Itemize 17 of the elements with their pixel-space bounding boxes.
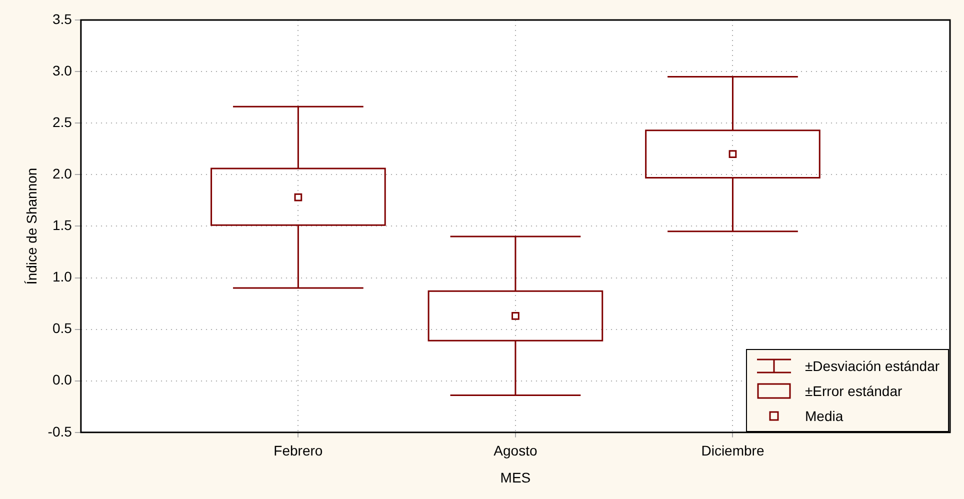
y-tick-label: 3.0 bbox=[52, 62, 72, 78]
y-tick-label: -0.5 bbox=[48, 423, 72, 440]
annotation: Media bbox=[805, 408, 844, 424]
y-tick-label: 1.5 bbox=[52, 217, 72, 234]
y-axis-title: Índice de Shannon bbox=[23, 168, 40, 285]
x-tick-label: Agosto bbox=[494, 442, 538, 459]
y-tick-label: 0.0 bbox=[52, 372, 72, 388]
annotation: ±Desviación estándar bbox=[805, 358, 940, 374]
y-tick-label: 2.0 bbox=[52, 166, 72, 182]
y-tick-label: 1.0 bbox=[52, 268, 72, 285]
y-tick-label: 0.5 bbox=[52, 320, 72, 336]
y-tick-label: 3.5 bbox=[52, 10, 72, 27]
x-axis-title: MES bbox=[500, 469, 531, 486]
x-tick-label: Febrero bbox=[274, 442, 323, 459]
y-tick-label: 2.5 bbox=[52, 114, 72, 130]
x-tick-label: Diciembre bbox=[701, 442, 764, 459]
annotation: ±Error estándar bbox=[805, 382, 902, 399]
